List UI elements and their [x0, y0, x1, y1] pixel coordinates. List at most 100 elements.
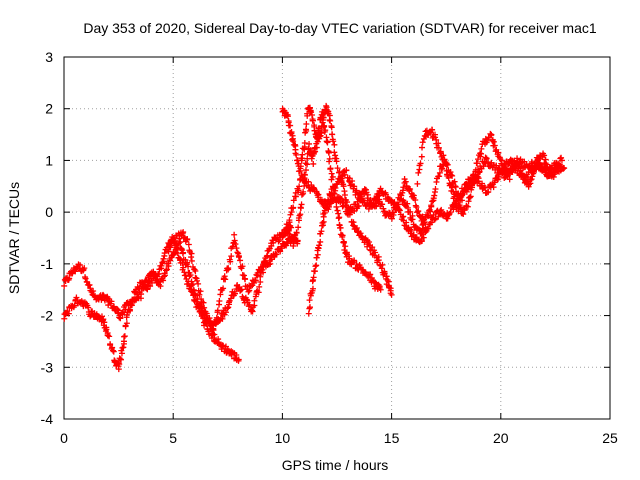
data-point — [103, 326, 110, 333]
data-point — [318, 130, 325, 137]
data-point — [300, 188, 307, 195]
data-point — [436, 169, 443, 176]
data-point — [561, 165, 568, 172]
data-point — [342, 243, 349, 250]
data-point — [310, 160, 317, 167]
data-point — [355, 202, 362, 209]
data-point — [188, 257, 195, 264]
data-point — [370, 202, 377, 209]
data-point — [270, 239, 277, 246]
data-point — [197, 288, 204, 295]
data-point — [407, 186, 414, 193]
data-point — [224, 305, 231, 312]
data-point — [238, 286, 245, 293]
data-point — [418, 229, 425, 236]
data-point — [241, 272, 248, 279]
data-point — [344, 210, 351, 217]
data-point — [171, 238, 178, 245]
data-point — [533, 154, 540, 161]
data-point — [234, 249, 241, 256]
data-point — [225, 304, 232, 311]
data-point — [290, 138, 297, 145]
data-point — [192, 267, 199, 274]
data-point — [81, 265, 88, 272]
data-point — [418, 238, 425, 245]
data-point — [332, 184, 339, 191]
data-point — [106, 333, 113, 340]
data-point — [116, 361, 123, 368]
data-point — [541, 152, 548, 159]
data-point — [302, 126, 309, 133]
series-track-i — [397, 154, 561, 237]
data-point — [312, 263, 319, 270]
data-point — [403, 219, 410, 226]
data-point — [461, 207, 468, 214]
data-point — [330, 138, 337, 145]
data-point — [327, 165, 334, 172]
data-point — [332, 152, 339, 159]
data-point — [287, 211, 294, 218]
data-point — [121, 333, 128, 340]
data-point — [377, 286, 384, 293]
data-point — [118, 350, 125, 357]
data-point — [316, 242, 323, 249]
data-point — [514, 158, 521, 165]
data-point — [236, 254, 243, 261]
data-point — [490, 138, 497, 145]
y-tick-labels: -4 -3 -2 -1 0 1 2 3 — [41, 49, 54, 427]
data-point — [350, 257, 357, 264]
data-point — [289, 136, 296, 143]
data-point — [325, 203, 332, 210]
data-point — [290, 197, 297, 204]
y-tick-label: -2 — [41, 308, 54, 324]
data-point — [171, 237, 178, 244]
data-point — [123, 320, 130, 327]
data-point — [345, 211, 352, 218]
data-point — [147, 283, 154, 290]
data-point — [431, 216, 438, 223]
data-point — [211, 331, 218, 338]
data-point — [429, 198, 436, 205]
axis-ticks — [63, 56, 611, 420]
y-tick-label: 0 — [45, 204, 53, 220]
data-point — [203, 312, 210, 319]
data-point — [109, 347, 116, 354]
data-point — [161, 272, 168, 279]
data-point — [499, 170, 506, 177]
data-point — [213, 314, 220, 321]
data-point — [415, 169, 422, 176]
data-point — [340, 183, 347, 190]
data-point — [237, 257, 244, 264]
data-point — [444, 161, 451, 168]
data-point — [488, 131, 495, 138]
data-point — [418, 153, 425, 160]
data-point — [124, 311, 131, 318]
data-point — [185, 241, 192, 248]
data-point — [111, 303, 118, 310]
data-point — [185, 278, 192, 285]
data-point — [437, 208, 444, 215]
data-point — [459, 210, 466, 217]
data-point — [342, 202, 349, 209]
data-point — [307, 290, 314, 297]
data-point — [233, 245, 240, 252]
data-point — [298, 201, 305, 208]
data-point — [163, 266, 170, 273]
data-point — [227, 258, 234, 265]
data-point — [334, 165, 341, 172]
y-tick-label: -4 — [41, 411, 54, 427]
data-point — [338, 195, 345, 202]
data-point — [307, 304, 314, 311]
data-point — [246, 301, 253, 308]
data-point — [379, 201, 386, 208]
data-point — [478, 145, 485, 152]
data-point — [306, 297, 313, 304]
data-point — [387, 287, 394, 294]
data-point — [427, 208, 434, 215]
data-point — [515, 165, 522, 172]
data-point — [320, 218, 327, 225]
data-point — [366, 239, 373, 246]
data-point — [199, 315, 206, 322]
data-point — [241, 275, 248, 282]
